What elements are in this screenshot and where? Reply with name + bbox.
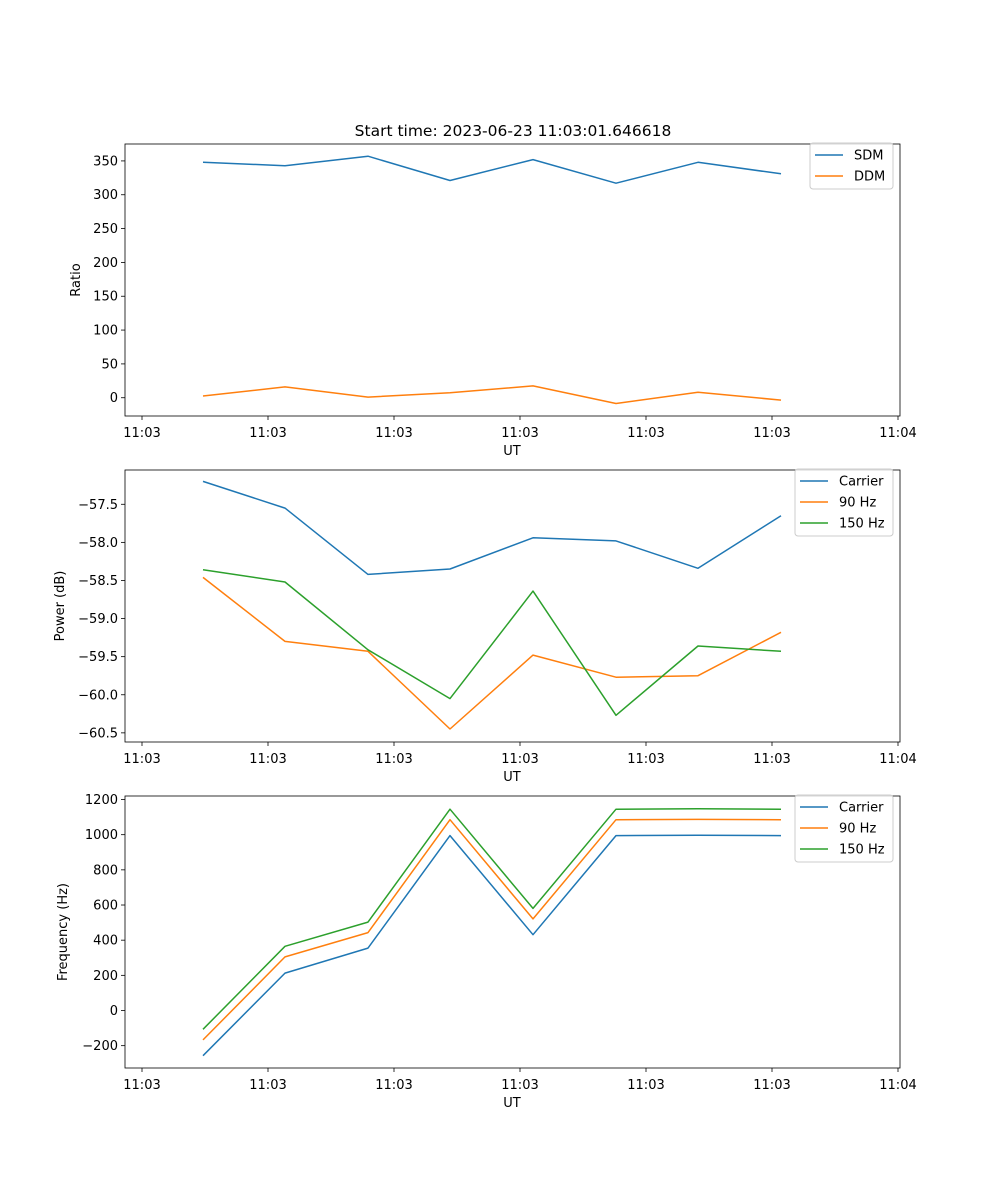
x-tick-label: 11:03 — [375, 752, 412, 767]
x-tick-label: 11:03 — [375, 426, 412, 441]
x-tick-label: 11:03 — [627, 752, 664, 767]
y-tick-label: 600 — [93, 899, 118, 914]
series-line-sdm — [202, 155, 782, 184]
x-tick-label: 11:04 — [879, 1078, 916, 1093]
figure-title: Start time: 2023-06-23 11:03:01.646618 — [355, 122, 672, 140]
legend-label: 90 Hz — [839, 496, 876, 511]
series-line-90-hz — [202, 818, 782, 1041]
legend-label: SDM — [854, 149, 883, 164]
plot-frame — [124, 143, 901, 417]
y-tick-label: −60.0 — [78, 688, 118, 703]
legend-label: 150 Hz — [839, 517, 885, 532]
y-tick-label: −60.5 — [78, 726, 118, 741]
y-axis-label: Frequency (Hz) — [56, 883, 71, 981]
y-tick-label: 200 — [93, 969, 118, 984]
legend: Carrier 90 Hz 150 Hz — [794, 794, 894, 863]
x-tick-label: 11:03 — [501, 752, 538, 767]
x-tick-label: 11:03 — [627, 1078, 664, 1093]
y-tick-label: 800 — [93, 863, 118, 878]
y-tick-label: −59.0 — [78, 612, 118, 627]
series-line-90-hz — [202, 576, 782, 730]
legend-label: 90 Hz — [839, 822, 876, 837]
x-tick-label: 11:03 — [249, 1078, 286, 1093]
y-tick-label: 200 — [93, 256, 118, 271]
x-axis-label: UT — [503, 770, 521, 785]
y-tick-label: −58.0 — [78, 536, 118, 551]
x-tick-label: 11:04 — [879, 752, 916, 767]
x-tick-label: 11:03 — [123, 1078, 160, 1093]
y-tick-label: 400 — [93, 934, 118, 949]
subplot-2: 11:03 11:03 11:03 11:03 11:03 11:03 11:04 −60.5… — [53, 468, 917, 785]
y-tick-label: 0 — [110, 1004, 118, 1019]
series-line-ddm — [202, 385, 782, 405]
legend-label: Carrier — [839, 801, 884, 816]
y-axis-label: Power (dB) — [53, 571, 68, 642]
x-tick-label: 11:03 — [375, 1078, 412, 1093]
plot-frame — [124, 795, 901, 1069]
x-tick-label: 11:03 — [753, 752, 790, 767]
y-tick-label: 250 — [93, 222, 118, 237]
x-tick-label: 11:03 — [501, 1078, 538, 1093]
plot-frame — [124, 469, 901, 743]
y-tick-label: −58.5 — [78, 574, 118, 589]
legend-box — [794, 794, 894, 863]
legend-label: Carrier — [839, 475, 884, 490]
series-line-150-hz — [202, 808, 782, 1030]
y-tick-label: 350 — [93, 154, 118, 169]
legend: SDM DDM — [809, 142, 894, 190]
x-tick-label: 11:03 — [249, 752, 286, 767]
series-line-carrier — [202, 834, 782, 1057]
x-tick-label: 11:03 — [123, 752, 160, 767]
y-tick-label: −57.5 — [78, 498, 118, 513]
y-tick-label: 0 — [110, 391, 118, 406]
x-tick-label: 11:03 — [249, 426, 286, 441]
series-line-carrier — [202, 480, 782, 576]
legend-label: DDM — [854, 170, 885, 185]
y-tick-label: −200 — [82, 1039, 118, 1054]
y-tick-label: 300 — [93, 188, 118, 203]
legend: Carrier 90 Hz 150 Hz — [794, 468, 894, 537]
x-axis-label: UT — [503, 1096, 521, 1111]
y-tick-label: 100 — [93, 324, 118, 339]
x-tick-label: 11:03 — [753, 426, 790, 441]
y-axis-label: Ratio — [69, 263, 84, 296]
legend-box — [794, 468, 894, 537]
legend-label: 150 Hz — [839, 843, 885, 858]
x-tick-label: 11:04 — [879, 426, 916, 441]
y-tick-label: 150 — [93, 290, 118, 305]
y-tick-label: 50 — [101, 357, 118, 372]
subplot-1: 11:03 11:03 11:03 11:03 11:03 11:03 11:04 0 50 10… — [69, 142, 917, 459]
y-tick-label: −59.5 — [78, 650, 118, 665]
subplots: 11:03 11:03 11:03 11:03 11:03 11:03 11:04 0 50 10… — [53, 142, 917, 1111]
x-tick-label: 11:03 — [753, 1078, 790, 1093]
x-tick-label: 11:03 — [501, 426, 538, 441]
y-tick-label: 1000 — [85, 828, 118, 843]
x-axis-label: UT — [503, 444, 521, 459]
series-line-150-hz — [202, 569, 782, 717]
subplot-3: 11:03 11:03 11:03 11:03 11:03 11:03 11:04 −200 0… — [56, 793, 917, 1111]
y-tick-label: 1200 — [85, 793, 118, 808]
x-tick-label: 11:03 — [627, 426, 664, 441]
x-tick-label: 11:03 — [123, 426, 160, 441]
